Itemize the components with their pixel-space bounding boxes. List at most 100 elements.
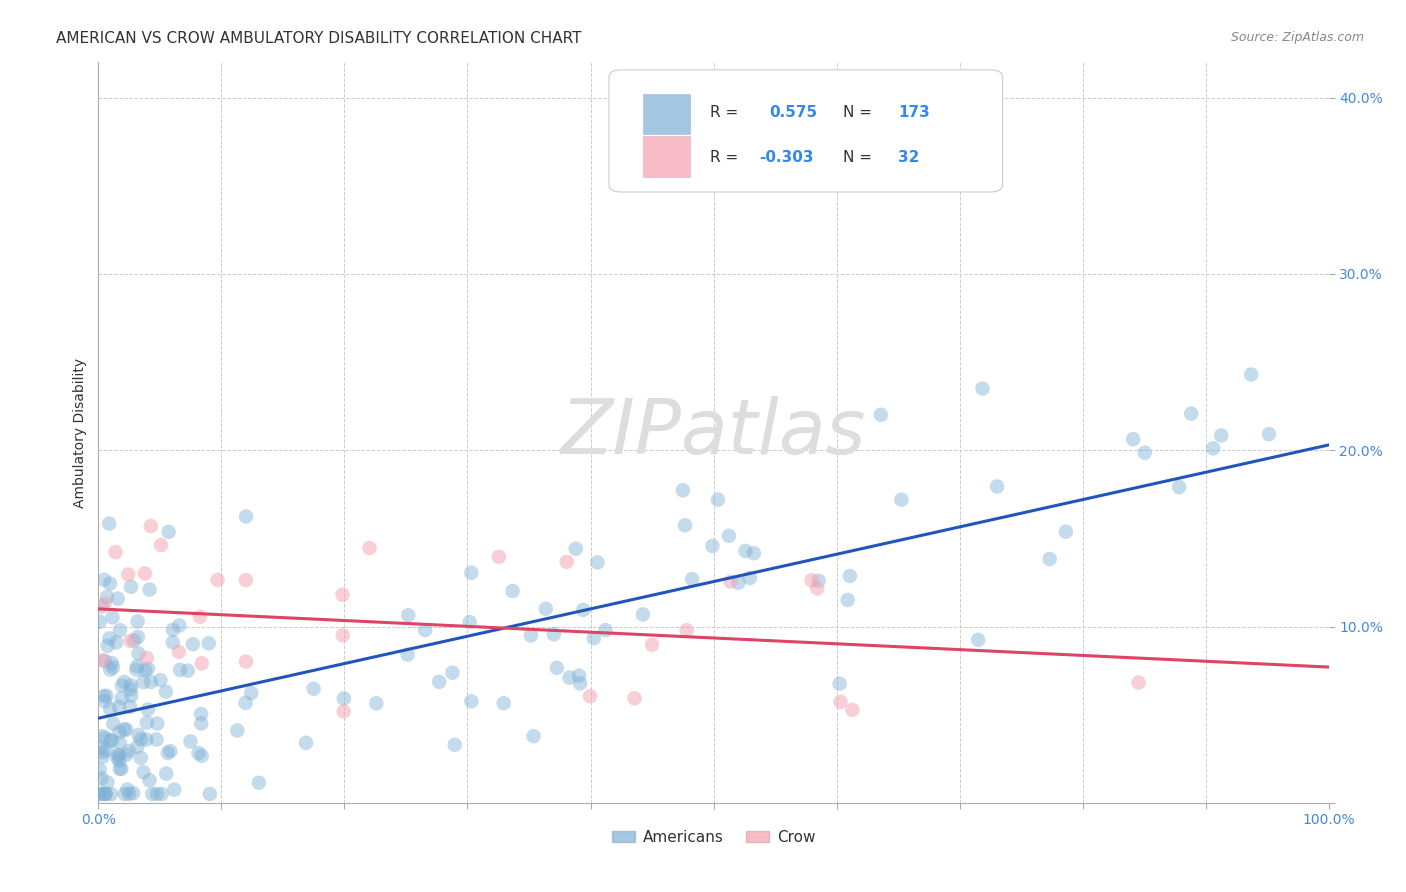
- Point: [96, 689, 118, 703]
- Point: [94, 694, 117, 708]
- Point: [190, 748, 212, 763]
- Point: [520, 628, 543, 642]
- Point: [127, 615, 149, 629]
- Point: [190, 706, 212, 721]
- Point: [159, 744, 181, 758]
- Point: [738, 571, 761, 585]
- Point: [107, 591, 129, 606]
- Point: [396, 648, 419, 662]
- Point: [396, 608, 419, 623]
- Point: [120, 682, 142, 697]
- Point: [89, 615, 111, 629]
- Point: [240, 686, 263, 700]
- Point: [108, 699, 131, 714]
- Point: [138, 773, 160, 788]
- Point: [108, 624, 131, 638]
- Point: [179, 734, 201, 748]
- Point: [800, 574, 823, 588]
- Point: [98, 632, 121, 646]
- Point: [675, 623, 697, 637]
- Point: [890, 492, 912, 507]
- FancyBboxPatch shape: [644, 94, 690, 135]
- Point: [149, 673, 172, 687]
- Point: [197, 636, 219, 650]
- Point: [631, 607, 654, 622]
- Point: [141, 787, 163, 801]
- FancyBboxPatch shape: [609, 70, 1002, 192]
- Point: [413, 623, 436, 637]
- Point: [586, 555, 609, 569]
- Point: [302, 681, 325, 696]
- Point: [108, 736, 131, 750]
- Point: [558, 671, 581, 685]
- Point: [136, 662, 159, 676]
- Point: [247, 776, 270, 790]
- Point: [565, 541, 588, 556]
- Point: [1133, 446, 1156, 460]
- Point: [443, 738, 465, 752]
- Point: [727, 575, 749, 590]
- Point: [93, 654, 115, 668]
- Point: [129, 732, 152, 747]
- Point: [100, 733, 122, 747]
- Point: [572, 603, 595, 617]
- Point: [100, 787, 122, 801]
- Point: [163, 782, 186, 797]
- Point: [120, 580, 142, 594]
- Point: [1054, 524, 1077, 539]
- Point: [117, 782, 139, 797]
- Point: [132, 675, 155, 690]
- Point: [108, 754, 131, 768]
- Point: [128, 647, 150, 661]
- Point: [333, 691, 356, 706]
- Point: [93, 689, 115, 703]
- Point: [188, 609, 211, 624]
- Point: [120, 689, 142, 703]
- Point: [98, 576, 121, 591]
- Text: 0.575: 0.575: [769, 105, 817, 120]
- Point: [101, 733, 124, 747]
- Point: [162, 635, 184, 649]
- Point: [534, 601, 557, 615]
- Point: [502, 584, 524, 599]
- Point: [839, 569, 862, 583]
- Point: [122, 786, 145, 800]
- Point: [135, 732, 157, 747]
- Text: R =: R =: [710, 150, 738, 165]
- Text: R =: R =: [710, 105, 738, 120]
- Point: [107, 747, 129, 762]
- Point: [1211, 428, 1233, 442]
- Point: [138, 582, 160, 597]
- Point: [870, 408, 893, 422]
- Point: [595, 623, 617, 637]
- Point: [120, 678, 142, 692]
- Point: [110, 762, 132, 776]
- Point: [717, 529, 740, 543]
- Point: [111, 691, 134, 706]
- Text: -0.303: -0.303: [759, 150, 814, 165]
- Point: [187, 746, 209, 760]
- Point: [332, 628, 354, 642]
- Point: [128, 728, 150, 742]
- Point: [89, 787, 111, 801]
- Point: [145, 732, 167, 747]
- Point: [111, 679, 134, 693]
- Point: [101, 660, 124, 674]
- Point: [181, 637, 204, 651]
- Text: 173: 173: [898, 105, 929, 120]
- Point: [1240, 368, 1263, 382]
- Point: [115, 747, 138, 762]
- Point: [90, 729, 112, 743]
- Point: [134, 566, 156, 581]
- Point: [986, 479, 1008, 493]
- Point: [105, 635, 128, 649]
- Point: [1122, 432, 1144, 446]
- Point: [427, 674, 450, 689]
- Point: [681, 572, 703, 586]
- Point: [90, 772, 112, 786]
- Point: [198, 787, 221, 801]
- Point: [1258, 427, 1281, 442]
- Point: [91, 653, 114, 667]
- Point: [523, 729, 546, 743]
- Point: [108, 748, 131, 763]
